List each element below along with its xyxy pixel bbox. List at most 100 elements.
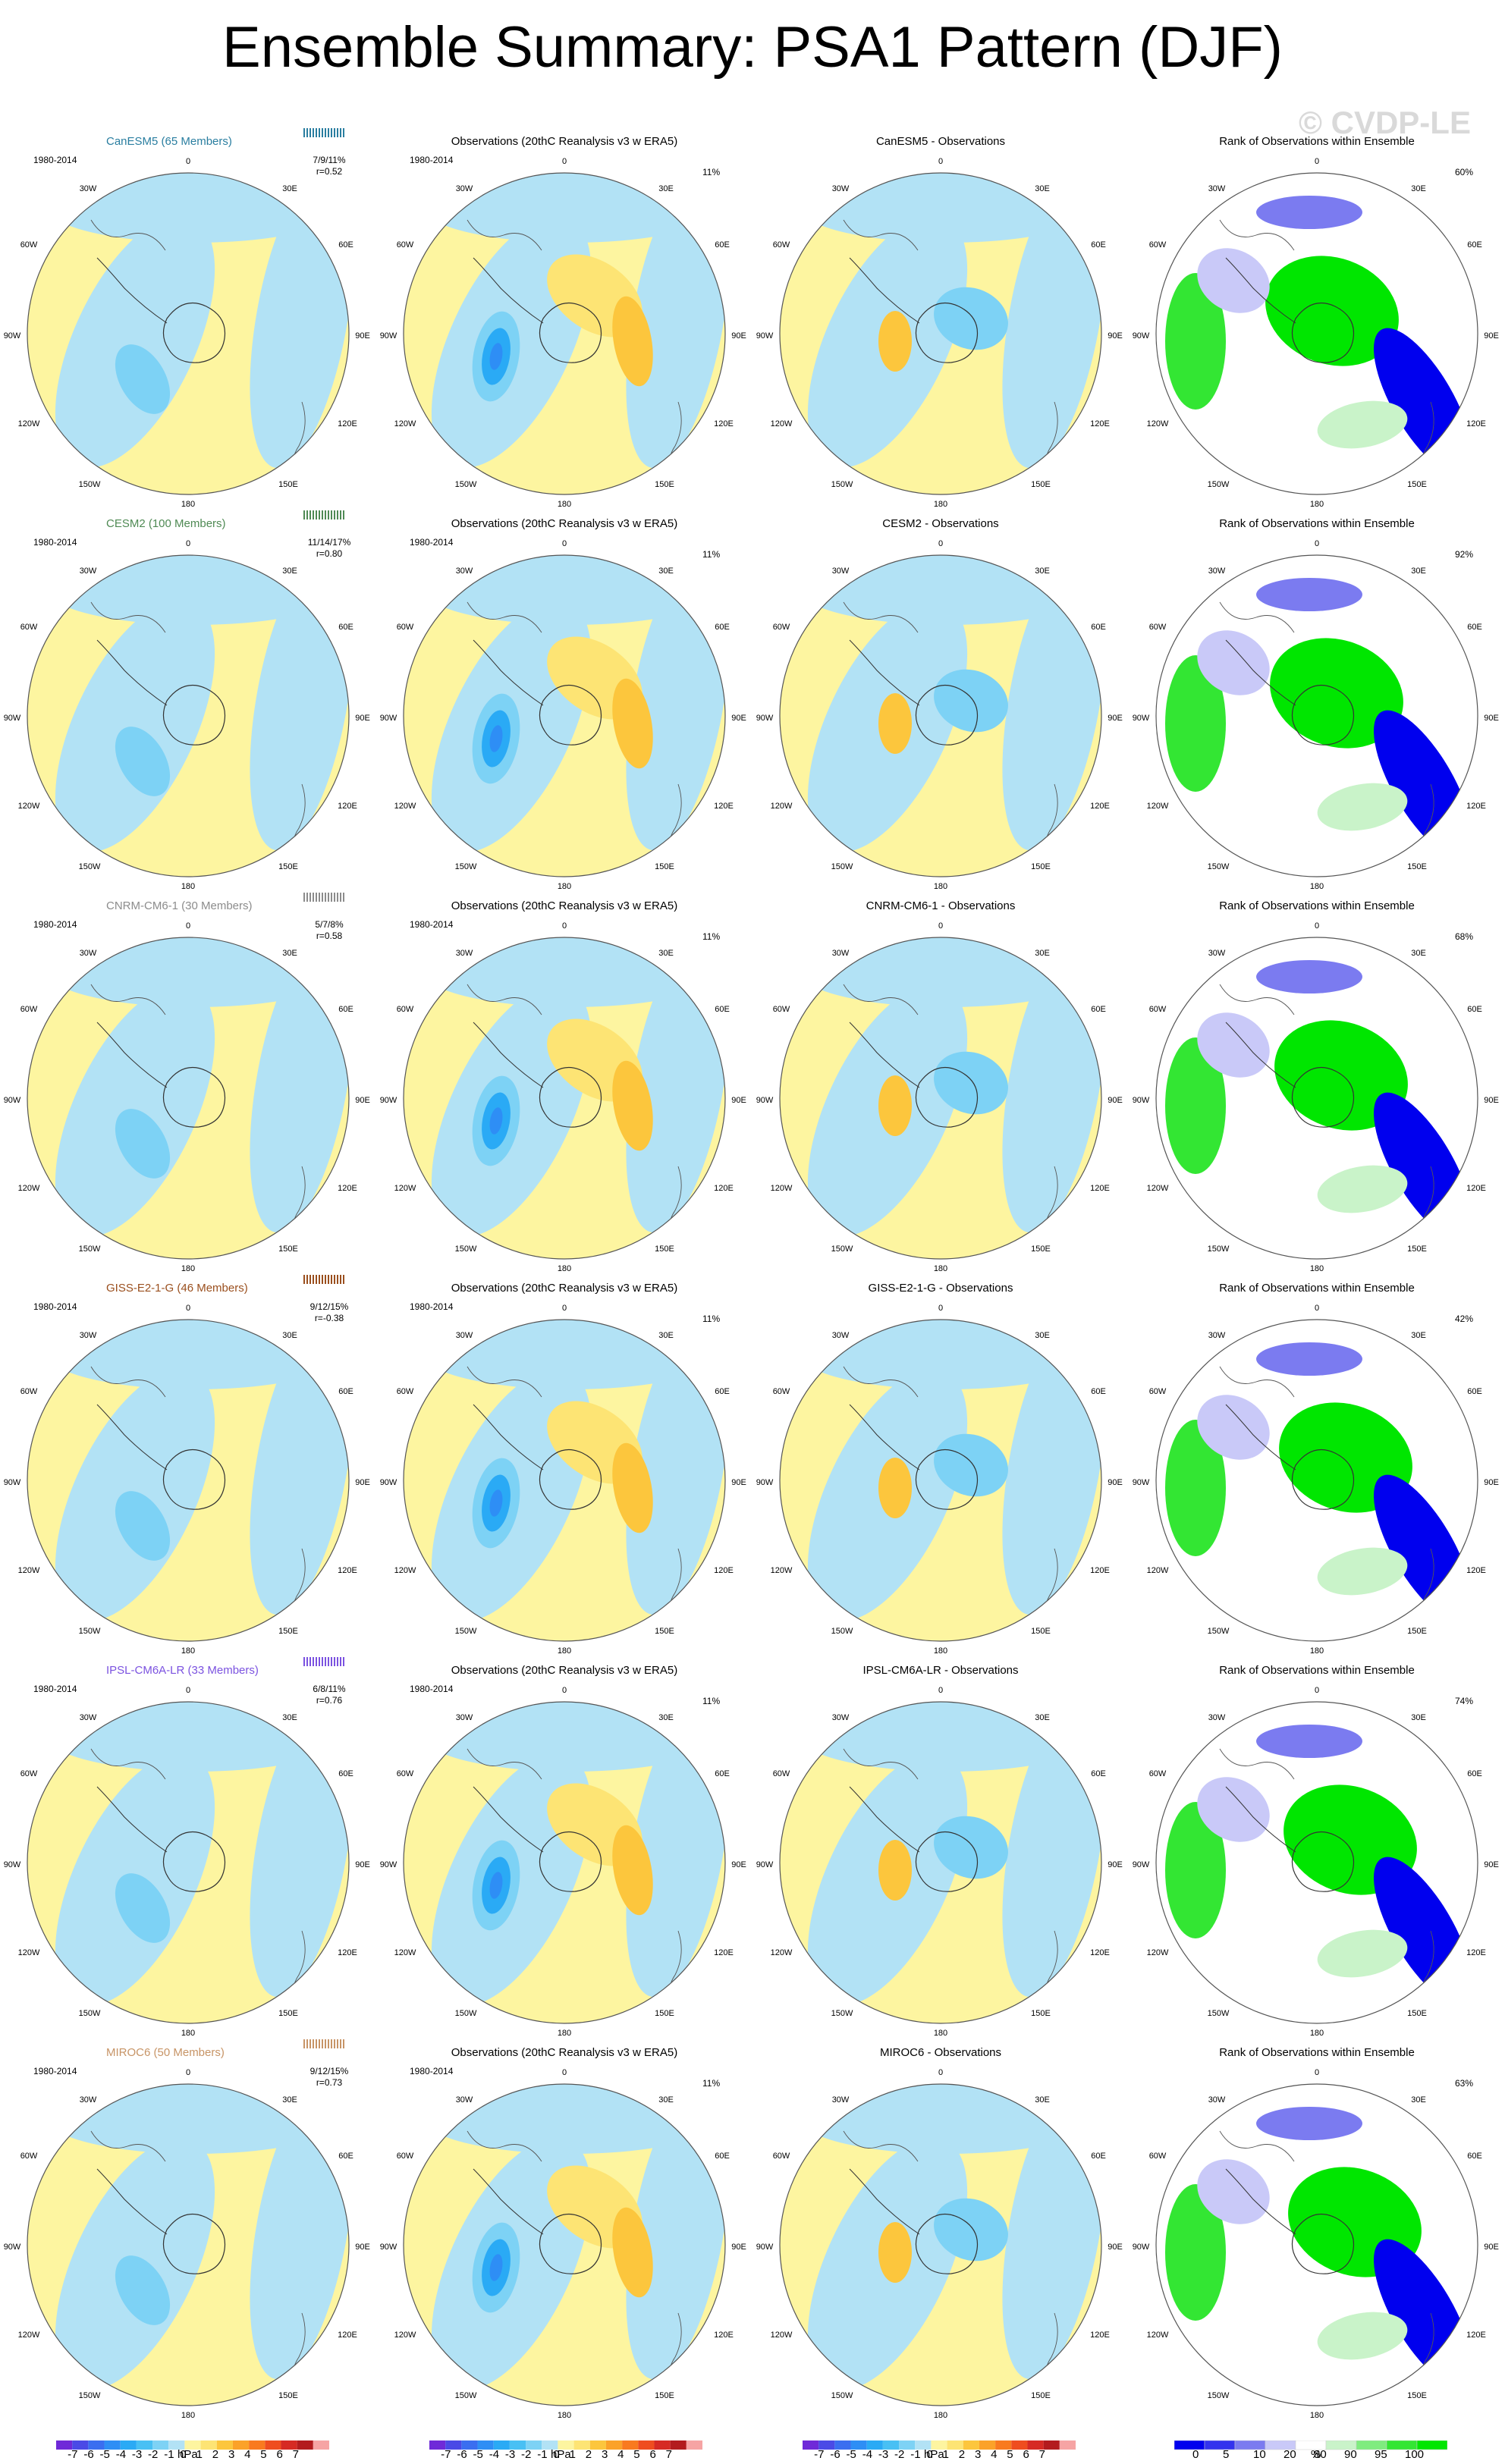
colorbar-tick-label: 5 xyxy=(633,2448,640,2461)
polar-map: 0 30E 60E 90E 120E 150E 180 150W 120W 90W 60W 30W xyxy=(380,921,746,1273)
south-america-coast xyxy=(1219,984,1295,1015)
period-label: 1980-2014 xyxy=(410,537,454,548)
member-tick xyxy=(343,128,344,137)
ensemble-stats: 11/14/17% r=0.80 xyxy=(297,537,361,560)
period-label: 1980-2014 xyxy=(410,919,454,930)
longitude-label: 30W xyxy=(1208,184,1226,193)
member-tick xyxy=(328,2039,329,2048)
longitude-label: 90E xyxy=(731,331,746,341)
antarctica-coastline xyxy=(539,302,602,363)
colorbar-tick-label: -2 xyxy=(521,2448,532,2461)
panel-model: 0 30E 60E 90E 120E 150E 180 150W 120W 90W 60W 30W Ca… xyxy=(0,114,376,509)
longitude-label: 60E xyxy=(1467,623,1482,632)
member-tick xyxy=(325,1275,326,1284)
colorbar-tick-label: 80 xyxy=(1314,2448,1327,2461)
longitude-label: 120E xyxy=(338,2331,357,2340)
period-label: 1980-2014 xyxy=(410,2066,454,2076)
polar-map: 0 30E 60E 90E 120E 150E 180 150W 120W 90W 60W 30W xyxy=(1133,2068,1499,2420)
map-boundary xyxy=(27,554,350,877)
longitude-label: 30E xyxy=(1411,1713,1426,1722)
longitude-label: 90E xyxy=(1484,714,1499,723)
member-tick xyxy=(313,128,314,137)
longitude-label: 150E xyxy=(1407,2009,1427,2018)
longitude-label: 0 xyxy=(1315,539,1319,548)
antarctica-coastline xyxy=(162,1831,226,1892)
longitude-label: 90W xyxy=(756,1096,774,1105)
longitude-label: 180 xyxy=(1310,1264,1324,1273)
field-negative xyxy=(44,2084,347,2154)
longitude-label: 0 xyxy=(186,157,190,166)
polar-map: 0 30E 60E 90E 120E 150E 180 150W 120W 90W 60W 30W xyxy=(380,2068,746,2420)
colorbar-swatch xyxy=(622,2440,639,2450)
panel-model: 0 30E 60E 90E 120E 150E 180 150W 120W 90W 60W 30W IP… xyxy=(0,1643,376,2038)
member-tick xyxy=(313,2039,314,2048)
colorbar-swatch xyxy=(88,2440,105,2450)
longitude-label: 0 xyxy=(562,1304,567,1313)
colorbar-unit: hPa xyxy=(551,2448,571,2461)
colorbar-swatch xyxy=(120,2440,137,2450)
rank-low-region xyxy=(1197,1012,1270,1078)
member-tick xyxy=(313,1275,314,1284)
field-negative-core xyxy=(115,1491,171,1561)
longitude-label: 60E xyxy=(338,2152,353,2161)
pattern-correlation: r=0.80 xyxy=(316,548,343,559)
longitude-label: 90E xyxy=(1484,1860,1499,1869)
longitude-label: 90W xyxy=(1133,1860,1150,1869)
colorbar-tick-label: 3 xyxy=(228,2448,235,2461)
antarctic-peninsula xyxy=(473,1786,544,1853)
member-tick xyxy=(328,1657,329,1666)
longitude-label: 150W xyxy=(79,2009,101,2018)
longitude-label: 30W xyxy=(1208,567,1226,576)
longitude-label: 90W xyxy=(1133,1478,1150,1487)
colorbar-tick-label: -1 xyxy=(537,2448,548,2461)
colorbar-tick-label: 1 xyxy=(942,2448,949,2461)
rank-high-region xyxy=(1165,655,1226,792)
longitude-label: 150W xyxy=(1208,1245,1230,1254)
member-tick xyxy=(331,1657,332,1666)
longitude-label: 150W xyxy=(831,1627,853,1636)
rank-low-region xyxy=(1197,1777,1270,1842)
longitude-label: 120E xyxy=(1466,802,1486,811)
colorbar-swatch xyxy=(686,2440,702,2450)
longitude-label: 30W xyxy=(1208,1331,1226,1340)
south-america-coast xyxy=(1219,601,1295,633)
rank-high-region xyxy=(1317,2312,1408,2360)
colorbar-swatch xyxy=(654,2440,671,2450)
longitude-label: 180 xyxy=(558,882,571,891)
colorbar-tick-label: 7 xyxy=(665,2448,672,2461)
antarctic-peninsula xyxy=(473,1022,544,1088)
member-tick xyxy=(303,128,305,137)
antarctica-coastline xyxy=(162,1066,226,1128)
longitude-label: 120W xyxy=(771,2331,793,2340)
longitude-label: 120W xyxy=(18,802,40,811)
antarctic-peninsula xyxy=(473,2168,544,2235)
longitude-label: 60E xyxy=(1467,1387,1482,1396)
longitude-label: 90E xyxy=(731,2243,746,2252)
colorbar-swatch xyxy=(1027,2440,1044,2450)
longitude-label: 90W xyxy=(756,1860,774,1869)
panel-diff: 0 30E 60E 90E 120E 150E 180 150W 120W 90W 60W 30W MI… xyxy=(752,2025,1129,2420)
hpa-colorbar-svg xyxy=(429,2440,702,2450)
panel-obs: 0 30E 60E 90E 120E 150E 180 150W 120W 90W 60W 30W Ob… xyxy=(376,1643,752,2038)
longitude-label: 60W xyxy=(773,2152,790,2161)
member-tick xyxy=(319,1657,320,1666)
longitude-label: 150W xyxy=(455,2009,477,2018)
member-tick xyxy=(303,2039,305,2048)
longitude-label: 180 xyxy=(934,2029,947,2038)
south-america-coast xyxy=(1219,1748,1295,1780)
antarctica-coastline xyxy=(915,1066,979,1128)
member-tick xyxy=(309,510,311,519)
longitude-label: 60E xyxy=(715,623,730,632)
field-negative-core xyxy=(934,1816,1008,1879)
colorbar-swatch xyxy=(1011,2440,1028,2450)
colorbar-swatch xyxy=(493,2440,510,2450)
longitude-label: 90E xyxy=(355,714,370,723)
longitude-label: 60E xyxy=(338,623,353,632)
antarctic-peninsula xyxy=(473,639,544,706)
longitude-label: 90E xyxy=(1108,1860,1123,1869)
longitude-label: 120W xyxy=(18,1948,40,1957)
difference-title: CanESM5 - Observations xyxy=(875,135,1006,148)
longitude-label: 150E xyxy=(655,1627,674,1636)
map-boundary xyxy=(1155,2083,1478,2406)
longitude-label: 150W xyxy=(831,1245,853,1254)
